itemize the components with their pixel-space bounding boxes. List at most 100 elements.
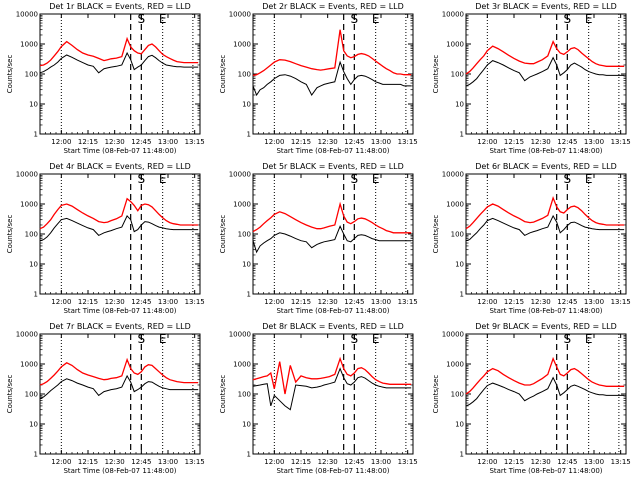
x-tick-label: 12:30	[105, 458, 125, 466]
x-tick-label: 12:30	[318, 458, 338, 466]
start-marker: S	[138, 332, 146, 346]
y-tick-label: 1	[460, 131, 464, 139]
panel-7: Det 7r BLACK = Events, RED = LLD 1 10 100 10…	[6, 322, 205, 475]
x-tick-label: 12:00	[264, 298, 284, 306]
y-tick-label: 1	[247, 131, 251, 139]
panel-5: Det 5r BLACK = Events, RED = LLD 1 10 100 10…	[219, 162, 418, 315]
x-tick-label: 12:15	[78, 138, 98, 146]
plot-frame	[465, 13, 627, 135]
y-tick-label: 100	[451, 71, 464, 79]
y-tick-label: 1000	[20, 201, 38, 209]
x-tick-label: 12:15	[291, 298, 311, 306]
x-axis-label: Start Time (08-Feb-07 11:48:00)	[63, 467, 176, 475]
events-series-line	[252, 367, 412, 411]
panel-title: Det 2r BLACK = Events, RED = LLD	[262, 2, 404, 11]
y-tick-label: 100	[25, 231, 38, 239]
events-series-line	[39, 374, 199, 400]
x-tick-label: 12:30	[531, 298, 551, 306]
events-series-line	[465, 56, 625, 87]
plot-frame	[465, 173, 627, 295]
panel-title: Det 5r BLACK = Events, RED = LLD	[262, 162, 404, 171]
x-tick-label: 12:15	[291, 458, 311, 466]
events-series-line	[252, 225, 412, 254]
x-tick-label: 12:30	[318, 298, 338, 306]
y-tick-label: 100	[25, 391, 38, 399]
x-tick-label: 12:45	[131, 458, 151, 466]
end-marker: E	[372, 332, 380, 346]
lld-series-line	[465, 39, 625, 75]
end-marker: E	[372, 172, 380, 186]
x-axis-label: Start Time (08-Feb-07 11:48:00)	[276, 147, 389, 155]
panel-title: Det 4r BLACK = Events, RED = LLD	[49, 162, 191, 171]
x-axis-label: Start Time (08-Feb-07 11:48:00)	[276, 467, 389, 475]
y-tick-label: 10	[29, 101, 38, 109]
start-marker: S	[564, 332, 572, 346]
panel-1: Det 1r BLACK = Events, RED = LLD 1 10 100 10…	[6, 2, 205, 155]
panel-3: Det 3r BLACK = Events, RED = LLD 1 10 100 10…	[432, 2, 631, 155]
y-tick-label: 10000	[16, 171, 38, 179]
end-marker: E	[585, 172, 593, 186]
x-tick-label: 13:00	[371, 298, 391, 306]
x-axis-label: Start Time (08-Feb-07 11:48:00)	[489, 147, 602, 155]
x-axis-label: Start Time (08-Feb-07 11:48:00)	[489, 307, 602, 315]
y-tick-label: 10	[455, 101, 464, 109]
y-tick-label: 100	[238, 231, 251, 239]
start-marker: S	[564, 172, 572, 186]
x-tick-label: 13:15	[185, 458, 205, 466]
x-axis-label: Start Time (08-Feb-07 11:48:00)	[63, 307, 176, 315]
x-tick-label: 13:15	[611, 298, 631, 306]
x-tick-label: 12:45	[131, 138, 151, 146]
lld-series-line	[465, 195, 625, 230]
x-axis-label: Start Time (08-Feb-07 11:48:00)	[276, 307, 389, 315]
x-tick-label: 13:15	[611, 138, 631, 146]
x-tick-label: 13:00	[584, 458, 604, 466]
y-tick-label: 1	[34, 131, 38, 139]
y-tick-label: 1000	[233, 201, 251, 209]
y-tick-label: 1000	[446, 361, 464, 369]
y-axis-label: Counts/sec	[219, 375, 227, 414]
x-tick-label: 12:45	[557, 298, 577, 306]
events-series-line	[465, 376, 625, 407]
y-tick-label: 100	[238, 391, 251, 399]
x-tick-label: 13:15	[185, 138, 205, 146]
y-tick-label: 10000	[442, 171, 464, 179]
y-tick-label: 10	[29, 261, 38, 269]
y-tick-label: 1000	[20, 361, 38, 369]
x-tick-label: 12:00	[264, 138, 284, 146]
x-tick-label: 12:15	[504, 138, 524, 146]
panel-8: Det 8r BLACK = Events, RED = LLD 1 10 100 10…	[219, 322, 418, 475]
y-tick-label: 1	[34, 451, 38, 459]
y-axis-label: Counts/sec	[219, 55, 227, 94]
y-tick-label: 100	[451, 231, 464, 239]
end-marker: E	[159, 332, 167, 346]
end-marker: E	[159, 12, 167, 26]
x-tick-label: 12:30	[531, 138, 551, 146]
lld-series-line	[39, 36, 199, 67]
lld-series-line	[252, 29, 412, 77]
x-tick-label: 12:00	[51, 138, 71, 146]
y-axis-label: Counts/sec	[6, 215, 14, 254]
end-marker: E	[372, 12, 380, 26]
y-tick-label: 100	[451, 391, 464, 399]
lld-series-line	[252, 356, 412, 395]
x-tick-label: 12:45	[344, 298, 364, 306]
y-tick-label: 10000	[229, 11, 251, 19]
y-axis-label: Counts/sec	[6, 375, 14, 414]
x-tick-label: 13:00	[158, 298, 178, 306]
y-tick-label: 10000	[229, 171, 251, 179]
x-tick-label: 12:30	[318, 138, 338, 146]
y-tick-label: 10000	[442, 11, 464, 19]
x-tick-label: 12:30	[105, 138, 125, 146]
y-tick-label: 10000	[16, 11, 38, 19]
x-tick-label: 12:00	[51, 458, 71, 466]
y-axis-label: Counts/sec	[432, 215, 440, 254]
y-tick-label: 10	[242, 421, 251, 429]
start-marker: S	[351, 12, 359, 26]
x-tick-label: 13:00	[371, 458, 391, 466]
x-tick-label: 13:15	[398, 458, 418, 466]
start-marker: S	[351, 332, 359, 346]
end-marker: E	[585, 332, 593, 346]
panel-2: Det 2r BLACK = Events, RED = LLD 1 10 100 10…	[219, 2, 418, 155]
y-tick-label: 100	[238, 71, 251, 79]
